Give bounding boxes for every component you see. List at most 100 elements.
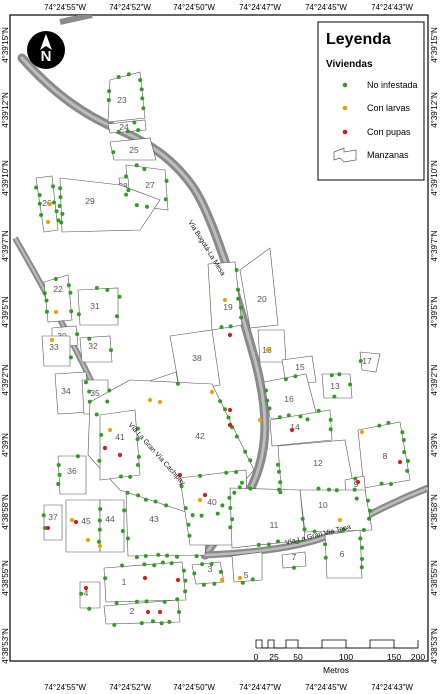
house-no-infestada	[228, 525, 233, 530]
house-no-infestada	[240, 480, 244, 485]
scale-label: 100	[339, 652, 353, 662]
legend-item-label: Manzanas	[367, 150, 409, 160]
tick-label-left: 4°39'2"N	[1, 364, 10, 395]
scale-label: 0	[254, 652, 259, 662]
block-number-label: 17	[362, 356, 372, 366]
house-con-larvas	[219, 577, 225, 583]
house-no-infestada	[43, 526, 48, 530]
house-con-pupas	[227, 422, 233, 428]
block-number-label: 7	[292, 552, 297, 562]
block-number-label: 23	[117, 95, 127, 105]
house-no-infestada	[42, 291, 47, 296]
house-no-infestada	[175, 554, 179, 559]
house-no-infestada	[237, 485, 242, 490]
north-arrow-icon: N	[27, 31, 65, 69]
house-no-infestada	[75, 454, 80, 459]
house-no-infestada	[250, 577, 255, 582]
block-44	[99, 499, 125, 553]
house-no-infestada	[218, 399, 223, 404]
house-no-infestada	[76, 312, 81, 317]
tick-label-right: 4°39'2"N	[430, 364, 439, 395]
block-number-label: 41	[115, 432, 125, 442]
house-con-pupas	[397, 459, 403, 465]
viviendas-layer	[34, 72, 410, 627]
house-no-infestada	[293, 374, 298, 379]
block-number-label: 15	[295, 362, 305, 372]
tick-label-bottom: 74°24'47"W	[239, 683, 281, 692]
block-number-label: 45	[81, 516, 91, 526]
tick-label-top: 74°24'55"W	[44, 3, 86, 12]
house-no-infestada	[135, 437, 140, 442]
house-no-infestada	[122, 508, 127, 513]
house-no-infestada	[41, 513, 46, 518]
house-no-infestada	[368, 508, 372, 513]
house-no-infestada	[234, 268, 239, 272]
house-no-infestada	[358, 536, 363, 541]
house-no-infestada	[59, 220, 64, 225]
house-con-larvas	[265, 347, 271, 353]
house-no-infestada	[159, 621, 164, 626]
house-no-infestada	[103, 576, 108, 581]
house-no-infestada	[220, 503, 225, 508]
house-no-infestada	[348, 382, 353, 387]
house-no-infestada	[136, 128, 141, 133]
block-20	[239, 247, 279, 329]
house-no-infestada	[119, 474, 123, 479]
block-number-label: 3	[208, 564, 213, 574]
house-no-infestada	[97, 527, 102, 532]
block-number-label: 32	[88, 341, 98, 351]
house-con-pupas	[145, 609, 151, 615]
house-no-infestada	[358, 359, 363, 363]
block-number-label: 12	[313, 458, 323, 468]
manzanas-layer: 2324252627282922313032333435363745444339…	[35, 71, 411, 625]
house-no-infestada	[183, 589, 188, 594]
house-no-infestada	[109, 348, 113, 353]
house-no-infestada	[126, 188, 131, 193]
tick-label-right: 4°39'10"N	[430, 160, 439, 196]
house-con-larvas	[69, 517, 75, 523]
block-19	[207, 261, 243, 331]
legend-dot-orange-icon	[342, 105, 348, 111]
house-no-infestada	[136, 463, 140, 467]
house-no-infestada	[115, 314, 119, 319]
tick-label-right: 4°39'5"N	[430, 296, 439, 327]
tick-label-bottom: 74°24'50"W	[173, 683, 215, 692]
house-no-infestada	[135, 426, 140, 431]
house-con-larvas	[157, 399, 163, 405]
block-10	[299, 489, 373, 533]
house-no-infestada	[151, 619, 155, 624]
house-no-infestada	[51, 184, 55, 189]
house-con-larvas	[257, 417, 263, 423]
house-no-infestada	[114, 600, 119, 605]
house-no-infestada	[97, 539, 101, 544]
legend-dot-red-icon	[342, 129, 348, 135]
house-no-infestada	[120, 563, 125, 568]
house-no-infestada	[187, 533, 192, 538]
house-no-infestada	[177, 610, 181, 614]
house-con-pupas	[102, 445, 108, 451]
block-number-label: 38	[192, 353, 202, 363]
tick-label-top: 74°24'50"W	[173, 3, 215, 12]
block-number-label: 6	[340, 549, 345, 559]
house-no-infestada	[53, 277, 58, 281]
house-no-infestada	[98, 507, 103, 511]
house-no-infestada	[248, 458, 253, 463]
house-no-infestada	[58, 186, 63, 191]
block-41	[99, 409, 141, 481]
house-no-infestada	[186, 522, 191, 527]
house-no-infestada	[124, 192, 129, 197]
house-no-infestada	[312, 529, 317, 534]
house-no-infestada	[69, 309, 74, 314]
house-no-infestada	[405, 468, 410, 473]
house-no-infestada	[219, 569, 223, 574]
block-number-label: 44	[105, 514, 115, 524]
house-no-infestada	[267, 406, 272, 411]
house-no-infestada	[34, 185, 39, 190]
tick-label-left: 4°39'7"N	[1, 230, 10, 261]
house-no-infestada	[305, 417, 310, 422]
house-no-infestada	[163, 197, 168, 202]
house-no-infestada	[128, 474, 133, 479]
block-17	[359, 351, 381, 373]
house-no-infestada	[328, 427, 333, 432]
tick-label-left: 4°39'15"N	[1, 27, 10, 63]
